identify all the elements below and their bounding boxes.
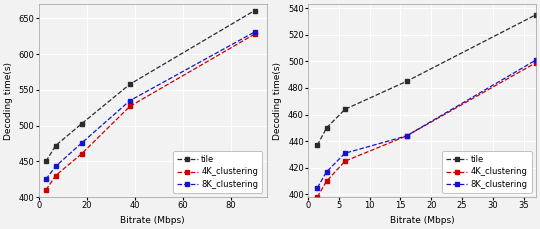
Legend: tile, 4K_clustering, 8K_clustering: tile, 4K_clustering, 8K_clustering <box>173 151 262 193</box>
tile <box>251 9 258 12</box>
Line: 8K_clustering: 8K_clustering <box>44 30 256 181</box>
tile <box>126 83 133 86</box>
4K_clustering <box>314 196 321 199</box>
4K_clustering <box>323 180 330 183</box>
Line: 4K_clustering: 4K_clustering <box>315 61 538 199</box>
4K_clustering <box>251 33 258 35</box>
tile <box>532 14 539 16</box>
X-axis label: Bitrate (Mbps): Bitrate (Mbps) <box>120 216 185 225</box>
8K_clustering <box>126 99 133 102</box>
Line: 8K_clustering: 8K_clustering <box>315 58 538 190</box>
X-axis label: Bitrate (Mbps): Bitrate (Mbps) <box>390 216 454 225</box>
4K_clustering <box>532 61 539 64</box>
4K_clustering <box>52 174 59 177</box>
Line: 4K_clustering: 4K_clustering <box>44 32 256 192</box>
4K_clustering <box>43 189 49 191</box>
8K_clustering <box>323 170 330 173</box>
4K_clustering <box>342 160 348 163</box>
4K_clustering <box>79 152 85 155</box>
8K_clustering <box>43 178 49 181</box>
8K_clustering <box>79 142 85 144</box>
8K_clustering <box>342 152 348 155</box>
8K_clustering <box>52 165 59 168</box>
4K_clustering <box>403 134 410 137</box>
Y-axis label: Decoding time(s): Decoding time(s) <box>4 62 13 140</box>
tile <box>403 80 410 83</box>
Legend: tile, 4K_clustering, 8K_clustering: tile, 4K_clustering, 8K_clustering <box>442 151 532 193</box>
tile <box>323 127 330 129</box>
8K_clustering <box>251 31 258 33</box>
Y-axis label: Decoding time(s): Decoding time(s) <box>273 62 282 140</box>
tile <box>342 108 348 111</box>
tile <box>52 144 59 147</box>
Line: tile: tile <box>315 13 538 147</box>
8K_clustering <box>403 134 410 137</box>
tile <box>79 122 85 125</box>
tile <box>314 144 321 147</box>
4K_clustering <box>126 105 133 108</box>
8K_clustering <box>532 59 539 61</box>
Line: tile: tile <box>44 8 256 164</box>
8K_clustering <box>314 186 321 189</box>
tile <box>43 160 49 163</box>
